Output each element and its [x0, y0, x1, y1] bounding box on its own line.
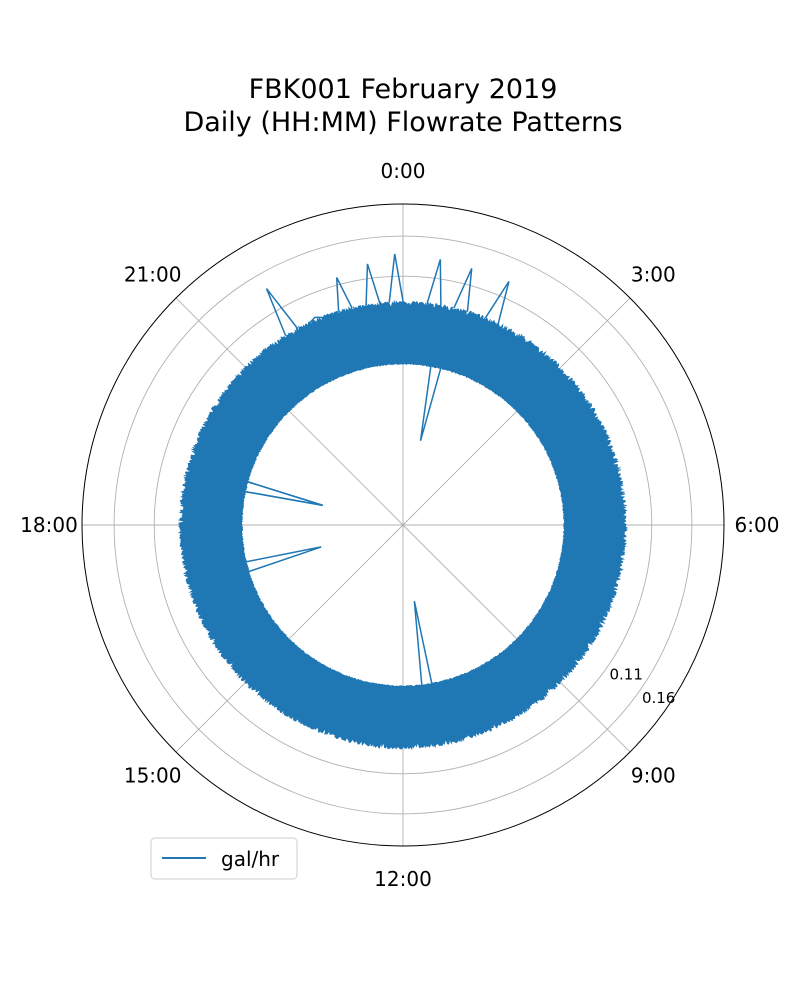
theta-tick-label-1: 3:00: [631, 263, 676, 287]
series-spike-5: [426, 259, 442, 306]
theta-grid-spoke-1: [402, 297, 631, 526]
theta-tick-label-5: 15:00: [124, 763, 182, 787]
series-spike-3: [365, 263, 381, 306]
theta-grid-spoke-3: [402, 524, 631, 753]
polar-frame: [81, 203, 725, 847]
r-tick-label-0: 0.11: [609, 666, 642, 684]
series-spike-1: [309, 316, 323, 324]
series-spike-11: [419, 366, 442, 441]
series-spike-8: [245, 546, 322, 573]
data-layer: [177, 253, 629, 751]
legend[interactable]: gal/hr: [150, 837, 298, 880]
series-spike-4: [388, 253, 404, 303]
theta-tick-label-4: 12:00: [374, 867, 432, 891]
series-spike-6: [453, 268, 473, 312]
series-spike-0: [265, 288, 299, 337]
chart-title: FBK001 February 2019 Daily (HH:MM) Flowr…: [183, 74, 622, 138]
polar-outer-frame: [81, 203, 725, 847]
series-spike-12: [245, 481, 324, 507]
legend-box: [150, 837, 298, 880]
series-gal-hr-band: [177, 299, 629, 751]
theta-tick-label-0: 0:00: [381, 159, 426, 183]
theta-tick-label-3: 9:00: [631, 763, 676, 787]
theta-tick-label-6: 18:00: [20, 513, 78, 537]
axis-labels: 0:00 3:00 6:00 9:00 12:00 15:00 18:00 21:00 0.11…: [20, 159, 779, 891]
legend-label-gal-hr: gal/hr: [221, 847, 280, 871]
series-spike-2: [335, 277, 353, 312]
chart-title-line-2: Daily (HH:MM) Flowrate Patterns: [183, 107, 622, 138]
series-spike-10: [413, 600, 433, 686]
r-tick-label-1: 0.16: [642, 689, 675, 707]
theta-grid-spoke-5: [175, 524, 404, 753]
series-spike-7: [484, 280, 510, 324]
theta-tick-label-2: 6:00: [735, 513, 780, 537]
chart-title-line-1: FBK001 February 2019: [249, 74, 558, 105]
theta-tick-label-7: 21:00: [124, 263, 182, 287]
